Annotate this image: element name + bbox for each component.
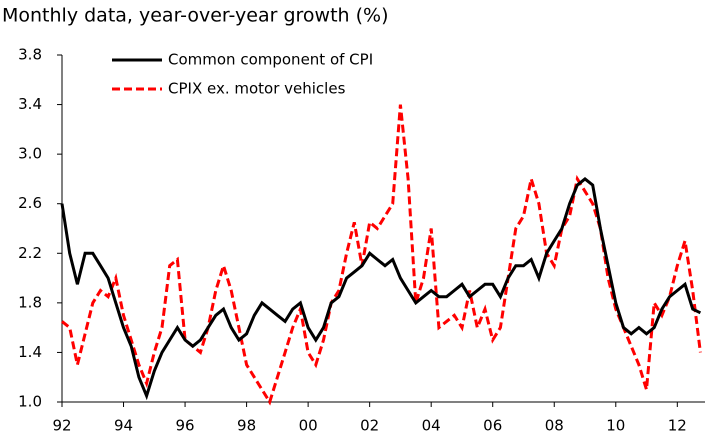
y-tick-label: 3.0 bbox=[18, 145, 42, 163]
x-tick-label: 94 bbox=[114, 417, 133, 435]
x-tick-label: 10 bbox=[606, 417, 625, 435]
x-tick-label: 06 bbox=[483, 417, 502, 435]
y-tick-label: 3.8 bbox=[18, 46, 42, 64]
x-tick-label: 00 bbox=[299, 417, 318, 435]
legend-label: CPIX ex. motor vehicles bbox=[168, 80, 346, 98]
y-tick-label: 2.2 bbox=[18, 244, 42, 262]
x-tick-label: 96 bbox=[176, 417, 195, 435]
legend-label: Common component of CPI bbox=[168, 51, 373, 69]
y-tick-label: 1.0 bbox=[18, 393, 42, 411]
series-line bbox=[61, 104, 702, 406]
x-tick-label: 12 bbox=[668, 417, 687, 435]
y-tick-label: 1.8 bbox=[18, 293, 42, 311]
x-tick-label: 02 bbox=[360, 417, 379, 435]
y-tick-label: 1.4 bbox=[18, 343, 42, 361]
x-tick-label: 08 bbox=[545, 417, 564, 435]
y-tick-label: 2.6 bbox=[18, 194, 42, 212]
x-tick-label: 04 bbox=[422, 417, 441, 435]
y-tick-label: 3.4 bbox=[18, 95, 42, 113]
x-tick-label: 92 bbox=[52, 417, 71, 435]
chart-title: Monthly data, year-over-year growth (%) bbox=[2, 5, 389, 27]
series-line bbox=[60, 176, 702, 401]
x-tick-label: 98 bbox=[237, 417, 256, 435]
